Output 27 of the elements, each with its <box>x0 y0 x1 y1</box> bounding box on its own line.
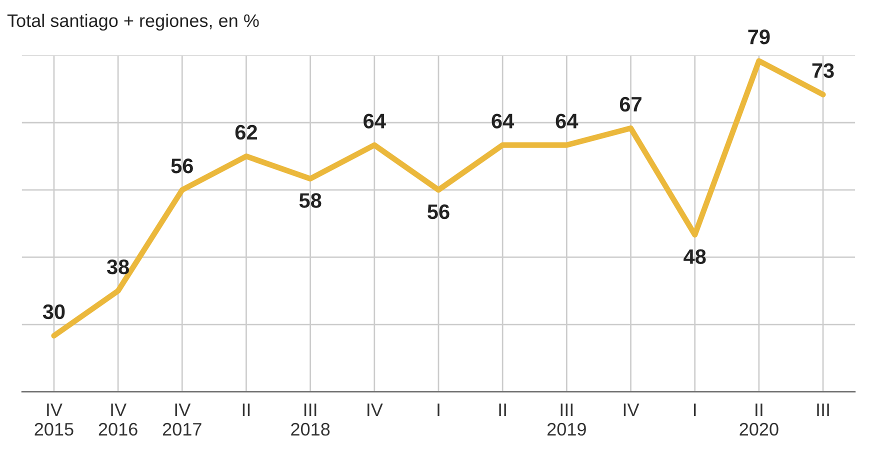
chart-title: Total santiago + regiones, en % <box>7 14 259 31</box>
x-tick-label: III <box>817 404 829 416</box>
data-label: 30 <box>42 304 65 320</box>
data-label: 38 <box>106 260 130 274</box>
data-label: 73 <box>812 63 834 78</box>
data-label: 64 <box>492 114 514 128</box>
data-label: 64 <box>556 114 578 128</box>
x-tick-label: IV <box>624 404 640 416</box>
data-label: 58 <box>299 193 322 208</box>
x-tick-label: II 2020 <box>740 404 778 436</box>
data-label: 56 <box>171 158 193 174</box>
data-label: 48 <box>684 249 706 264</box>
x-tick-label: IV <box>368 404 383 416</box>
x-tick-label: I <box>694 404 696 416</box>
x-tick-label: III 2019 <box>548 404 586 436</box>
data-label: 79 <box>748 30 770 44</box>
data-label: 56 <box>428 204 450 220</box>
x-tick-label: III 2018 <box>291 404 330 436</box>
x-tick-label: II <box>499 404 506 416</box>
data-label: 67 <box>620 96 642 112</box>
x-tick-label: I <box>438 404 440 416</box>
x-tick-label: IV 2017 <box>162 404 202 436</box>
x-tick-label: IV 2016 <box>98 404 138 436</box>
x-tick-label: II <box>242 404 250 416</box>
x-tick-label: IV 2015 <box>34 404 74 436</box>
data-label: 62 <box>235 124 257 140</box>
data-label: 64 <box>364 114 386 128</box>
